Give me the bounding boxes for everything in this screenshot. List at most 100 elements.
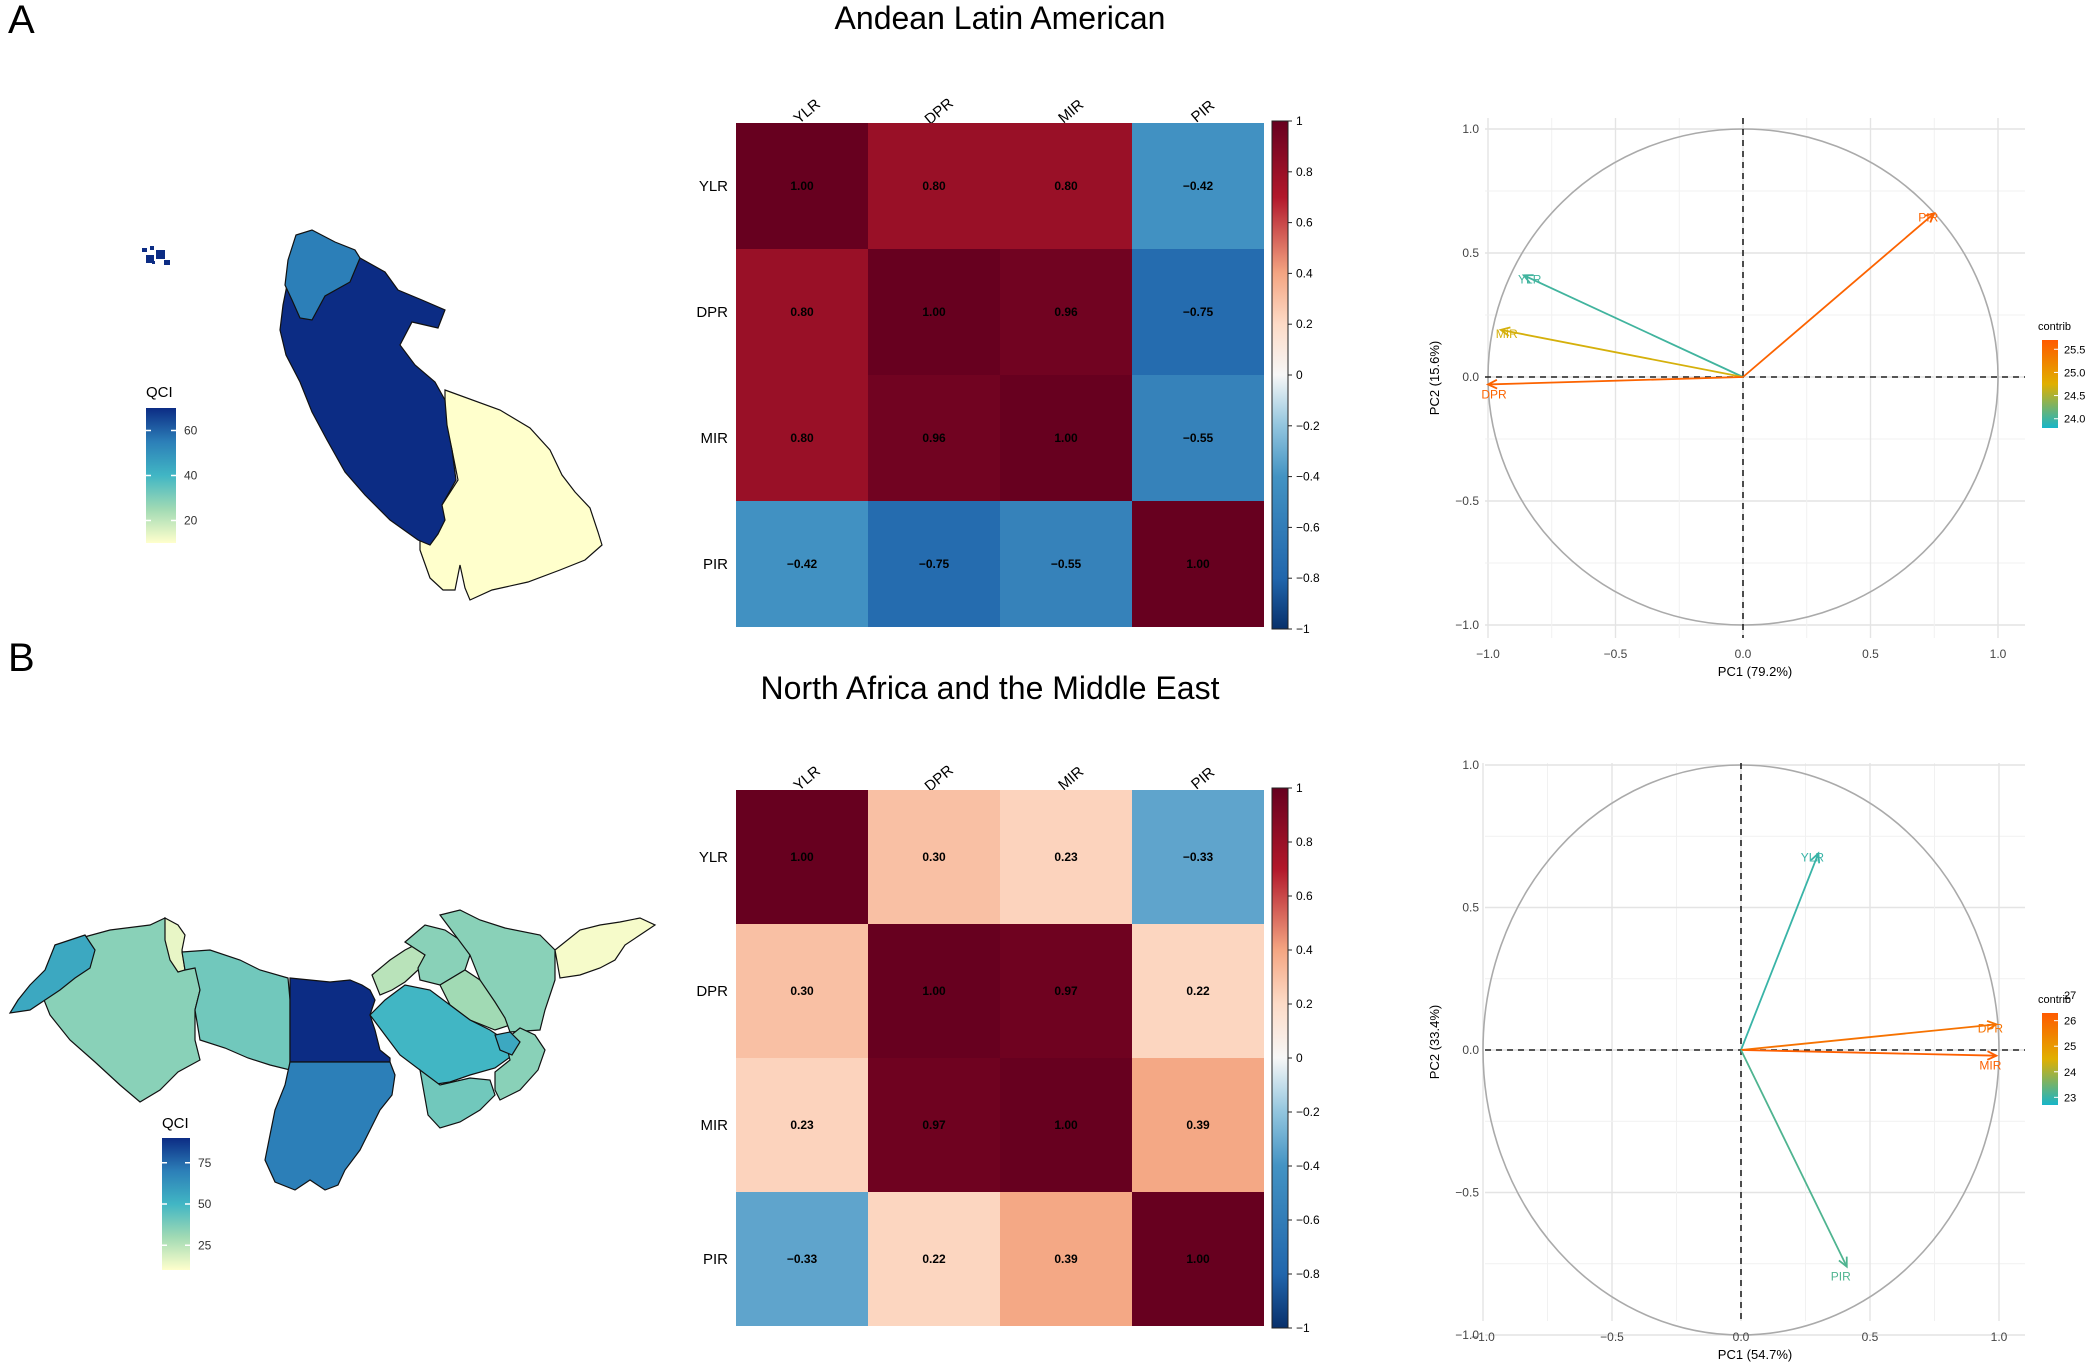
choropleth-map-mena: QCI 25 50 75 <box>8 909 657 1270</box>
heatmap-cell <box>1000 501 1132 627</box>
pca-legend-title: contrib <box>2038 321 2071 333</box>
pca-x-tick-label: −1.0 <box>1476 647 1500 661</box>
galapagos-islands <box>142 246 170 265</box>
heatmap-cell <box>1132 501 1264 627</box>
heatmap-cell <box>1132 1058 1264 1192</box>
heatmap-cell-label: 0.80 <box>790 305 814 319</box>
heatmap-row-label: PIR <box>703 1251 728 1268</box>
heatmap-cell <box>736 123 868 249</box>
heatmap-cell-label: −0.33 <box>787 1252 818 1266</box>
pca-x-tick-label: 0.5 <box>1862 1330 1879 1344</box>
heatmap-cell <box>1132 1192 1264 1326</box>
map-legend-tick-label: 50 <box>198 1197 212 1211</box>
region-libya <box>181 949 291 1071</box>
pca-arrow-label: PIR <box>1918 210 1938 224</box>
heatmap-column-label: YLR <box>790 96 823 128</box>
heatmap-cell-label: 0.39 <box>1054 1252 1078 1266</box>
pca-x-tick-label: −0.5 <box>1600 1330 1624 1344</box>
pca-legend-tick-label: 27 <box>2064 990 2076 1002</box>
pca-legend-tick-label: 24.5 <box>2064 391 2085 403</box>
region-afghanistan <box>554 917 657 979</box>
heatmap-cell <box>736 501 868 627</box>
heatmap-cell <box>736 249 868 375</box>
heatmap-cell-label: 0.23 <box>790 1118 814 1132</box>
pca-arrow-head <box>1986 1020 1999 1031</box>
colorbar-tick-label: 0.2 <box>1296 317 1313 331</box>
panel-title-a: Andean Latin American <box>834 0 1166 36</box>
choropleth-map-andean: QCI 20 40 60 <box>142 229 603 601</box>
map-legend-a: QCI 20 40 60 <box>146 384 198 543</box>
heatmap-cell-label: −0.33 <box>1183 850 1214 864</box>
heatmap-cell-label: 1.00 <box>1054 431 1078 445</box>
heatmap-column-label: YLR <box>790 763 823 795</box>
heatmap-cell-label: 0.80 <box>790 431 814 445</box>
heatmap-cell-label: −0.75 <box>919 557 950 571</box>
region-yemen <box>419 1068 496 1129</box>
pca-x-tick-label: 0.0 <box>1733 1330 1750 1344</box>
heatmap-cell-label: 0.97 <box>922 1118 946 1132</box>
pca-x-tick-label: 0.5 <box>1862 647 1879 661</box>
pca-loading-arrow <box>1740 1049 1848 1267</box>
colorbar-tick-label: −0.2 <box>1296 1105 1320 1119</box>
heatmap-cell <box>1000 1058 1132 1192</box>
pca-arrow-label: YLR <box>1801 850 1825 864</box>
map-legend-tick-label: 75 <box>198 1156 212 1170</box>
map-legend-tick-label: 60 <box>184 424 198 438</box>
heatmap-cell <box>736 924 868 1058</box>
heatmap-cell-label: 1.00 <box>1186 557 1210 571</box>
heatmap-cell-label: 1.00 <box>1054 1118 1078 1132</box>
region-sudan <box>264 1061 396 1191</box>
region-peru <box>279 257 457 546</box>
pca-y-tick-label: −1.0 <box>1455 618 1479 632</box>
map-legend-title-a: QCI <box>146 384 173 401</box>
heatmap-cell <box>868 1192 1000 1326</box>
pca-arrow-head <box>1986 1050 1999 1061</box>
heatmap-cell <box>1132 924 1264 1058</box>
pca-arrow-head <box>1521 274 1534 284</box>
pca-y-tick-label: 1.0 <box>1462 758 1479 772</box>
pca-arrow-label: MIR <box>1979 1059 2001 1073</box>
heatmap-cell-label: 0.22 <box>1186 984 1210 998</box>
heatmap-cell-label: 0.23 <box>1054 850 1078 864</box>
heatmap-column-label: PIR <box>1188 764 1218 793</box>
pca-y-axis-label: PC2 (15.6%) <box>1427 341 1442 415</box>
colorbar-tick-label: 0.2 <box>1296 997 1313 1011</box>
pca-y-tick-label: 0.0 <box>1462 1043 1479 1057</box>
colorbar-tick-label: 1 <box>1296 114 1303 128</box>
colorbar-tick-label: 0.8 <box>1296 165 1313 179</box>
colorbar-tick-label: −1 <box>1296 1321 1310 1335</box>
pca-variable-plot-b: −1.0−1.0 −0.5 −0.5 0.0 0.0 0.5 0.5 1.0 1.0 PC1 (5… <box>1427 758 2076 1362</box>
heatmap-cell <box>868 123 1000 249</box>
heatmap-column-label: MIR <box>1055 763 1087 794</box>
heatmap-cell <box>1000 123 1132 249</box>
heatmap-row-label: MIR <box>701 1117 729 1134</box>
pca-y-tick-label: −1.0 <box>1455 1328 1479 1342</box>
heatmap-cell <box>868 924 1000 1058</box>
pca-legend-tick-label: 25.5 <box>2064 344 2085 356</box>
pca-x-tick-label: −1.0 <box>1471 1330 1495 1344</box>
pca-y-tick-label: 0.5 <box>1462 901 1479 915</box>
pca-legend-tick-label: 24.0 <box>2064 414 2085 426</box>
map-legend-b: QCI 25 50 75 <box>162 1115 212 1270</box>
map-legend-tick-label: 20 <box>184 514 198 528</box>
heatmap-cell <box>1132 375 1264 501</box>
heatmap-cell-label: 1.00 <box>1186 1252 1210 1266</box>
heatmap-row-label: PIR <box>703 556 728 573</box>
heatmap-cell-label: −0.55 <box>1051 557 1082 571</box>
heatmap-cell-label: 0.39 <box>1186 1118 1210 1132</box>
pca-arrow-label: DPR <box>1481 387 1507 401</box>
heatmap-cell-label: 0.80 <box>922 179 946 193</box>
colorbar-tick-label: −1 <box>1296 622 1310 636</box>
pca-legend-tick-label: 24 <box>2064 1067 2076 1079</box>
colorbar-tick-label: 0.6 <box>1296 216 1313 230</box>
heatmap-cell <box>1000 375 1132 501</box>
pca-loading-arrow <box>1523 274 1744 378</box>
heatmap-cell-label: −0.42 <box>787 557 818 571</box>
heatmap-cell-label: −0.55 <box>1183 431 1214 445</box>
heatmap-cell-label: 1.00 <box>922 305 946 319</box>
pca-arrow-label: MIR <box>1496 327 1518 341</box>
pca-arrow-head <box>1498 326 1511 337</box>
heatmap-cell-label: 0.96 <box>1054 305 1078 319</box>
heatmap-column-label: MIR <box>1055 96 1087 127</box>
heatmap-cell <box>868 790 1000 924</box>
